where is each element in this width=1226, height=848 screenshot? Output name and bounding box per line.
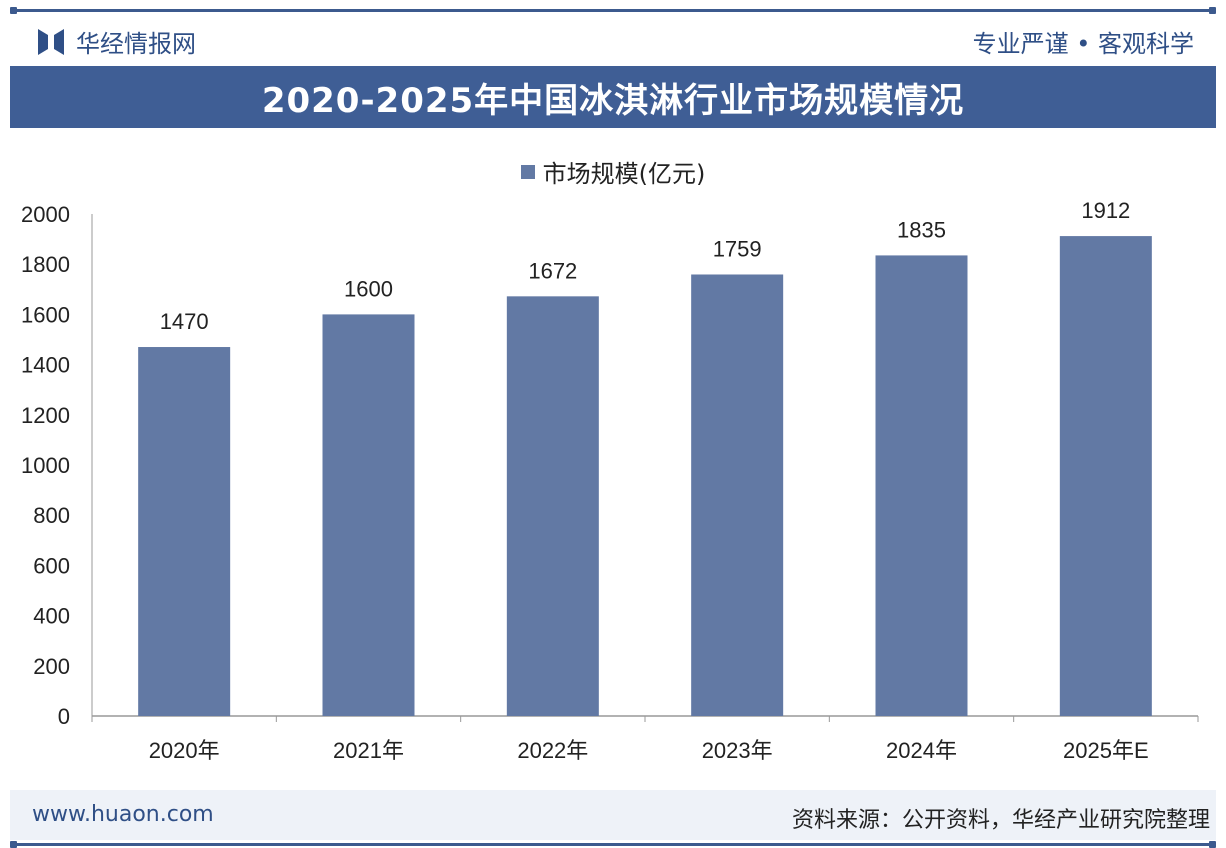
bar-chart: 0 200 400 600 800 1000 1200 1400 1600 1800 2000 147…	[21, 198, 1199, 763]
y-tick-label: 1200	[21, 403, 70, 428]
legend-swatch	[520, 164, 535, 179]
bar	[1059, 236, 1152, 716]
top-rule	[10, 7, 1216, 14]
legend: 市场规模(亿元)	[0, 154, 1226, 189]
brand-logo-icon	[38, 28, 64, 55]
bottom-rule	[10, 841, 1216, 848]
x-tick-label: 2020年	[149, 738, 220, 763]
legend-label: 市场规模(亿元)	[542, 160, 706, 188]
y-tick-label: 1000	[21, 453, 70, 478]
x-tick-label: 2023年	[702, 738, 773, 763]
bar	[322, 314, 415, 716]
title-banner: 2020-2025年中国冰淇淋行业市场规模情况	[10, 66, 1216, 128]
y-tick-label: 0	[58, 704, 70, 729]
footer: www.huaon.com 资料来源：公开资料，华经产业研究院整理	[10, 790, 1216, 840]
y-tick-label: 1600	[21, 302, 70, 327]
bar	[691, 274, 784, 716]
bar	[875, 255, 968, 717]
y-tick-label: 800	[33, 503, 70, 528]
data-label: 1470	[160, 309, 209, 334]
y-tick-label: 2000	[21, 202, 70, 227]
x-tick-label: 2021年	[333, 738, 404, 763]
chart-title: 2020-2025年中国冰淇淋行业市场规模情况	[261, 80, 965, 121]
bar	[138, 347, 231, 716]
y-tick-label: 200	[33, 654, 70, 679]
x-tick-label: 2025年E	[1063, 738, 1149, 763]
y-tick-label: 400	[33, 604, 70, 629]
bar	[506, 296, 599, 716]
data-label: 1672	[528, 258, 577, 283]
brand-name: 华经情报网	[76, 30, 196, 58]
site-link[interactable]: www.huaon.com	[32, 802, 214, 827]
slogan: 专业严谨 • 客观科学	[972, 30, 1194, 58]
data-label: 1600	[344, 276, 393, 301]
y-tick-label: 1400	[21, 353, 70, 378]
y-tick-label: 1800	[21, 252, 70, 277]
y-tick-label: 600	[33, 553, 70, 578]
brand: 华经情报网	[38, 24, 196, 59]
data-label: 1835	[897, 217, 946, 242]
x-tick-label: 2022年	[517, 738, 588, 763]
data-label: 1759	[713, 236, 762, 261]
data-label: 1912	[1081, 198, 1130, 223]
source-note: 资料来源：公开资料，华经产业研究院整理	[791, 808, 1210, 833]
x-tick-label: 2024年	[886, 738, 957, 763]
